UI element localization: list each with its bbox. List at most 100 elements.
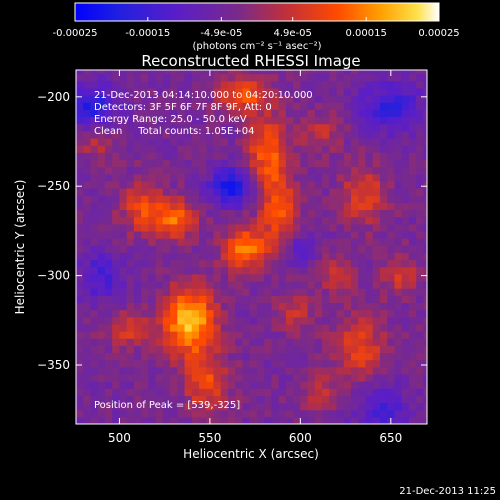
heatmap-cell	[408, 252, 417, 261]
heatmap-cell	[133, 373, 142, 382]
heatmap-cell	[300, 245, 309, 253]
heatmap-cell	[148, 352, 157, 361]
heatmap-cell	[416, 409, 424, 418]
heatmap-cell	[213, 145, 222, 153]
heatmap-cell	[148, 137, 157, 146]
heatmap-cell	[285, 137, 294, 146]
heatmap-cell	[256, 80, 265, 89]
heatmap-cell	[343, 316, 352, 325]
heatmap-cell	[90, 259, 99, 268]
heatmap-cell	[256, 252, 265, 261]
heatmap-cell	[97, 316, 106, 325]
heatmap-cell	[242, 245, 251, 253]
heatmap-cell	[97, 381, 106, 389]
colorbar-unit-label: (photons cm⁻² s⁻¹ asec⁻²)	[192, 41, 321, 52]
heatmap-cell	[423, 395, 427, 404]
heatmap-cell	[307, 80, 316, 89]
heatmap-cell	[285, 402, 294, 411]
heatmap-cell	[256, 259, 265, 268]
heatmap-cell	[379, 159, 388, 168]
heatmap-cell	[307, 123, 316, 132]
heatmap-cell	[264, 352, 272, 361]
colorbar-tick-label: -0.00015	[125, 28, 170, 39]
heatmap-cell	[242, 152, 251, 160]
heatmap-cell	[416, 331, 424, 339]
heatmap-cell	[293, 70, 301, 75]
heatmap-cell	[213, 373, 222, 382]
heatmap-cell	[162, 366, 171, 375]
heatmap-cell	[336, 180, 345, 189]
heatmap-cell	[76, 145, 84, 153]
heatmap-cell	[322, 366, 330, 375]
heatmap-cell	[343, 152, 352, 160]
heatmap-cell	[126, 373, 135, 382]
heatmap-cell	[220, 388, 229, 396]
heatmap-cell	[206, 180, 215, 189]
heatmap-cell	[213, 87, 222, 96]
heatmap-cell	[322, 352, 330, 361]
heatmap-cell	[97, 109, 106, 118]
heatmap-cell	[170, 323, 178, 332]
heatmap-cell	[97, 102, 106, 110]
heatmap-cell	[293, 238, 301, 246]
heatmap-cell	[126, 152, 135, 160]
heatmap-cell	[191, 116, 200, 125]
heatmap-cell	[206, 109, 215, 118]
heatmap-cell	[126, 195, 135, 203]
heatmap-cell	[119, 238, 128, 246]
heatmap-cell	[314, 180, 323, 189]
heatmap-cell	[408, 295, 417, 304]
heatmap-cell	[242, 202, 251, 211]
heatmap-cell	[177, 173, 186, 182]
heatmap-cell	[329, 331, 338, 339]
heatmap-cell	[256, 316, 265, 325]
heatmap-cell	[177, 395, 186, 404]
heatmap-cell	[293, 73, 301, 82]
heatmap-cell	[227, 366, 236, 375]
heatmap-cell	[97, 238, 106, 246]
heatmap-cell	[351, 402, 359, 411]
heatmap-cell	[76, 295, 84, 304]
heatmap-cell	[271, 373, 280, 382]
heatmap-cell	[162, 245, 171, 253]
heatmap-cell	[271, 273, 280, 282]
heatmap-cell	[329, 302, 338, 311]
heatmap-cell	[343, 109, 352, 118]
heatmap-cell	[314, 331, 323, 339]
heatmap-cell	[112, 266, 121, 275]
heatmap-cell	[148, 309, 157, 318]
heatmap-cell	[155, 338, 164, 346]
heatmap-cell	[379, 259, 388, 268]
heatmap-cell	[155, 70, 164, 75]
heatmap-cell	[177, 381, 186, 389]
heatmap-cell	[322, 173, 330, 182]
heatmap-cell	[387, 309, 396, 318]
heatmap-cell	[314, 381, 323, 389]
heatmap-cell	[416, 116, 424, 125]
heatmap-cell	[423, 245, 427, 253]
heatmap-cell	[387, 323, 396, 332]
heatmap-cell	[155, 388, 164, 396]
heatmap-cell	[126, 309, 135, 318]
heatmap-cell	[141, 323, 149, 332]
heatmap-cell	[256, 70, 265, 75]
heatmap-cell	[271, 230, 280, 239]
heatmap-cell	[213, 309, 222, 318]
heatmap-cell	[372, 238, 381, 246]
heatmap-cell	[199, 288, 207, 296]
heatmap-cell	[278, 366, 287, 375]
colorbar-tick-label: -4.9e-05	[200, 28, 242, 39]
heatmap-cell	[141, 359, 149, 368]
heatmap-cell	[416, 73, 424, 82]
heatmap-cell	[104, 73, 113, 82]
heatmap-cell	[394, 95, 403, 103]
heatmap-cell	[191, 245, 200, 253]
heatmap-cell	[372, 266, 381, 275]
heatmap-cell	[408, 352, 417, 361]
heatmap-cell	[365, 395, 374, 404]
heatmap-cell	[322, 359, 330, 368]
heatmap-cell	[394, 145, 403, 153]
heatmap-cell	[220, 288, 229, 296]
heatmap-cell	[300, 331, 309, 339]
heatmap-cell	[264, 323, 272, 332]
